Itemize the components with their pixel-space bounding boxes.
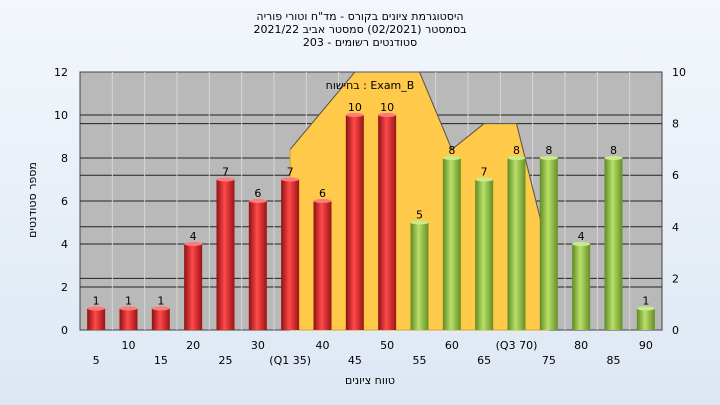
y-tick-label: 6 bbox=[61, 195, 68, 208]
bar-cap bbox=[248, 199, 267, 203]
bar-cap bbox=[410, 220, 429, 225]
bar-cap bbox=[507, 156, 526, 160]
x-tick-label: 60 bbox=[445, 339, 459, 352]
chart-title-line-1: היסטוגרמת ציונים בקורס - מד"ח וטורי פורי… bbox=[256, 10, 463, 23]
value-label: 1 bbox=[93, 295, 100, 308]
bar bbox=[442, 158, 461, 330]
x-axis-label: טווח ציונים bbox=[345, 374, 395, 387]
bar-cap bbox=[313, 199, 332, 203]
value-label: 6 bbox=[254, 187, 261, 200]
value-label: 7 bbox=[481, 166, 488, 179]
x-tick-label: 55 bbox=[413, 354, 427, 367]
x-tick-label: 85 bbox=[607, 354, 621, 367]
value-label: 1 bbox=[157, 295, 164, 308]
bar bbox=[119, 308, 138, 330]
bar bbox=[572, 244, 591, 330]
y2-tick-label: 0 bbox=[672, 324, 679, 337]
y2-tick-label: 8 bbox=[672, 118, 679, 131]
y-axis-ticks: 0 2 4 6 8 10 12 bbox=[54, 66, 68, 337]
bar bbox=[604, 158, 623, 330]
value-label: 6 bbox=[319, 187, 326, 200]
bar bbox=[539, 158, 558, 330]
bar-cap bbox=[475, 177, 494, 182]
chart-title-line-3: סטודנטים רשומים - 203 bbox=[303, 36, 417, 49]
y-tick-label: 10 bbox=[54, 109, 68, 122]
bars bbox=[87, 113, 655, 330]
bar bbox=[378, 115, 397, 330]
value-label: 4 bbox=[190, 230, 197, 243]
bar-cap bbox=[378, 113, 397, 117]
value-label: 5 bbox=[416, 209, 423, 222]
value-labels: 1 1 1 4 7 6 7 6 10 10 5 8 7 8 8 4 8 1 bbox=[93, 101, 650, 308]
bar bbox=[313, 201, 332, 330]
x-tick-label: 40 bbox=[316, 339, 330, 352]
bar-cap bbox=[119, 306, 138, 311]
value-label: 10 bbox=[348, 101, 362, 114]
bar-cap bbox=[636, 306, 655, 311]
bar-cap bbox=[281, 177, 300, 182]
bar bbox=[636, 308, 655, 330]
x-tick-label: 50 bbox=[380, 339, 394, 352]
y-tick-label: 8 bbox=[61, 152, 68, 165]
y-tick-label: 12 bbox=[54, 66, 68, 79]
y-tick-label: 2 bbox=[61, 281, 68, 294]
x-tick-label: (Q3 70) bbox=[496, 339, 538, 352]
value-label: 4 bbox=[578, 230, 585, 243]
y-axis-label: מספר סטודנטים bbox=[26, 162, 39, 238]
bar bbox=[151, 308, 170, 330]
value-label: 7 bbox=[287, 166, 294, 179]
y-tick-label: 4 bbox=[61, 238, 68, 251]
x-tick-label: 80 bbox=[574, 339, 588, 352]
y2-tick-label: 4 bbox=[672, 221, 679, 234]
y-tick-label: 0 bbox=[61, 324, 68, 337]
x-tick-label: (Q1 35) bbox=[269, 354, 311, 367]
bar bbox=[216, 179, 235, 330]
bar bbox=[248, 201, 267, 330]
x-tick-label: 65 bbox=[477, 354, 491, 367]
bar-cap bbox=[87, 306, 106, 311]
bar bbox=[345, 115, 364, 330]
x-tick-label: 15 bbox=[154, 354, 168, 367]
x-tick-label: 25 bbox=[219, 354, 233, 367]
value-label: 1 bbox=[642, 295, 649, 308]
y2-tick-label: 2 bbox=[672, 272, 679, 285]
value-label: 8 bbox=[610, 144, 617, 157]
bar bbox=[410, 222, 429, 330]
chart-title-line-2: בסמסטר (02/2021) סמסטר אביב 2021/22 bbox=[253, 23, 466, 36]
bar bbox=[475, 179, 494, 330]
y2-tick-label: 6 bbox=[672, 169, 679, 182]
bar-cap bbox=[184, 242, 203, 246]
chart-annotation: בחישוח : Exam_B bbox=[326, 79, 415, 92]
x-tick-label: 90 bbox=[639, 339, 653, 352]
bar-cap bbox=[151, 306, 170, 311]
bar-cap bbox=[572, 242, 591, 246]
bar-cap bbox=[345, 113, 364, 117]
value-label: 7 bbox=[222, 166, 229, 179]
x-tick-label: 45 bbox=[348, 354, 362, 367]
y2-axis-ticks: 0 2 4 6 8 10 bbox=[672, 66, 686, 337]
x-tick-label: 10 bbox=[122, 339, 136, 352]
value-label: 10 bbox=[380, 101, 394, 114]
x-tick-label: 30 bbox=[251, 339, 265, 352]
bar-cap bbox=[539, 156, 558, 160]
bar-cap bbox=[216, 177, 235, 182]
value-label: 8 bbox=[545, 144, 552, 157]
x-tick-label: 75 bbox=[542, 354, 556, 367]
bar bbox=[281, 179, 300, 330]
area-outline bbox=[289, 71, 550, 253]
bar bbox=[184, 244, 203, 330]
bar bbox=[507, 158, 526, 330]
value-label: 1 bbox=[125, 295, 132, 308]
x-axis-ticks: 5 10 15 20 25 30 (Q1 35) 40 45 50 55 60 65 (Q3 70) 75 8… bbox=[93, 339, 653, 367]
y2-tick-label: 10 bbox=[672, 66, 686, 79]
value-label: 8 bbox=[513, 144, 520, 157]
bar-cap bbox=[442, 156, 461, 160]
x-tick-label: 20 bbox=[186, 339, 200, 352]
x-tick-label: 5 bbox=[93, 354, 100, 367]
bar bbox=[87, 308, 106, 330]
value-label: 8 bbox=[448, 144, 455, 157]
bar-cap bbox=[604, 156, 623, 160]
